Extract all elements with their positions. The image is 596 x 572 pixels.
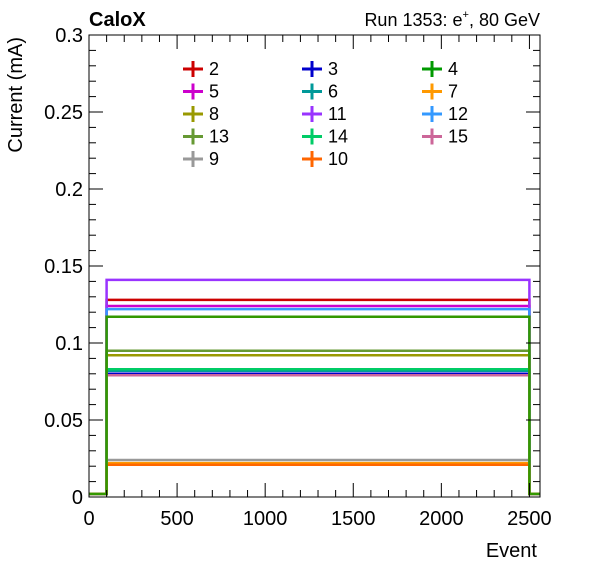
legend-entry-7: 7: [422, 82, 458, 102]
legend-entry-11: 11: [302, 104, 347, 124]
legend-label: 9: [209, 149, 219, 169]
y-tick-label: 0.1: [55, 333, 83, 355]
y-tick-label: 0.2: [55, 179, 83, 201]
legend-label: 4: [448, 59, 458, 79]
legend-label: 13: [209, 127, 229, 147]
y-tick-label: 0.25: [44, 102, 83, 124]
legend-label: 3: [328, 59, 338, 79]
legend-label: 11: [328, 104, 347, 124]
legend-entry-13: 13: [183, 127, 229, 147]
legend-entry-5: 5: [183, 82, 219, 102]
legend-label: 10: [328, 149, 348, 169]
x-tick-label: 0: [83, 508, 94, 530]
chart-title-left: CaloX: [89, 9, 146, 31]
legend-label: 2: [209, 59, 219, 79]
y-axis-label: Current (mA): [5, 37, 27, 153]
legend-label: 14: [328, 127, 348, 147]
y-tick-label: 0: [72, 487, 83, 509]
title-right-sup: +: [463, 9, 469, 21]
legend-entry-3: 3: [302, 59, 338, 79]
x-tick-label: 500: [160, 508, 193, 530]
legend-entry-6: 6: [302, 82, 338, 102]
tick-layer: 0 500 1000 1500 2000 2500 0 0.05 0.1 0.15 0.2 0.25 0…: [44, 25, 552, 530]
legend-label: 6: [328, 82, 338, 102]
chart-title-right: Run 1353: e+, 80 GeV: [364, 9, 540, 30]
title-right-suffix: , 80 GeV: [469, 10, 540, 30]
legend-entry-10: 10: [302, 149, 348, 169]
y-tick-label: 0.05: [44, 410, 83, 432]
legend-entry-14: 14: [302, 127, 348, 147]
legend-label: 8: [209, 104, 219, 124]
legend-label: 12: [448, 104, 468, 124]
legend: 2 3 4 5 6 7 8 11 12 13 14 15 9 10: [183, 59, 468, 169]
legend-label: 7: [448, 82, 458, 102]
legend-label: 15: [448, 127, 468, 147]
series-line-unlabeled-14: [89, 315, 540, 496]
y-tick-label: 0.3: [55, 25, 83, 47]
x-axis-label: Event: [486, 540, 538, 562]
legend-entry-12: 12: [422, 104, 468, 124]
legend-entry-8: 8: [183, 104, 219, 124]
legend-label: 5: [209, 82, 219, 102]
x-tick-label: 1000: [243, 508, 288, 530]
x-tick-label: 1500: [331, 508, 376, 530]
x-tick-label: 2000: [419, 508, 464, 530]
legend-entry-2: 2: [183, 59, 219, 79]
series-layer: [89, 278, 540, 496]
legend-entry-15: 15: [422, 127, 468, 147]
title-right-prefix: Run 1353: e: [364, 10, 462, 30]
legend-entry-9: 9: [183, 149, 219, 169]
x-tick-label: 2500: [507, 508, 552, 530]
y-tick-label: 0.15: [44, 256, 83, 278]
legend-entry-4: 4: [422, 59, 458, 79]
